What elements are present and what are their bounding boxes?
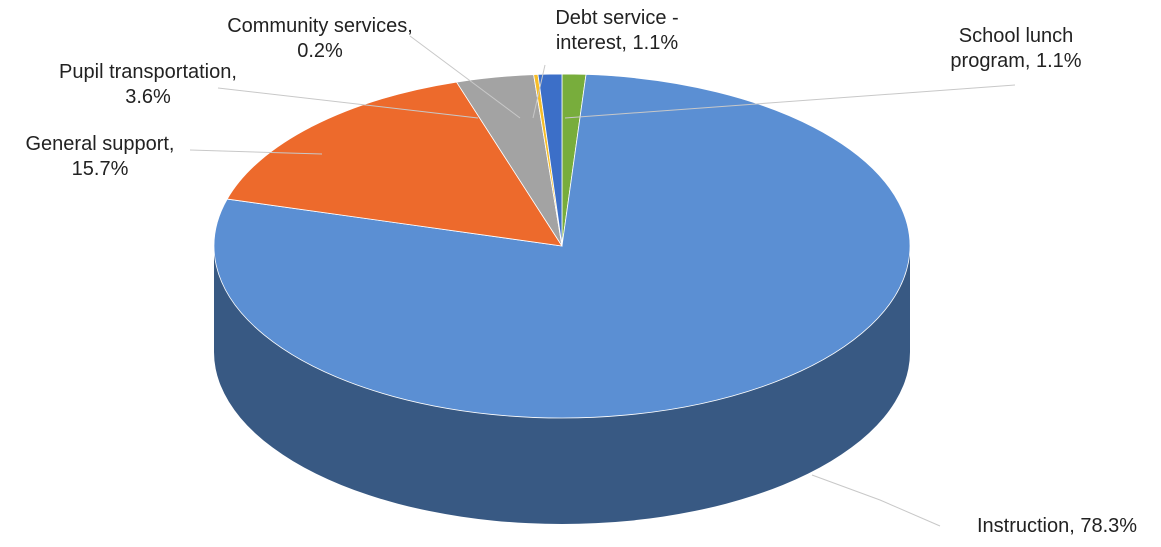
label-line: interest, 1.1%	[556, 32, 679, 54]
label-line: Community services,	[227, 15, 413, 37]
leader-line-school-lunch-program	[564, 84, 1016, 119]
label-debt-service-interest: Debt service - interest, 1.1%	[555, 7, 678, 54]
leader-line-instruction	[811, 474, 941, 527]
label-line: General support,	[26, 133, 175, 155]
label-line: Pupil transportation,	[59, 61, 237, 83]
slice-labels: School lunch program, 1.1% Instruction, 78…	[26, 7, 1138, 537]
pie-top-slices	[213, 73, 911, 419]
label-line: 15.7%	[72, 158, 129, 180]
label-line: 3.6%	[125, 86, 171, 108]
side-instruction	[214, 246, 910, 524]
label-line: Instruction, 78.3%	[977, 515, 1137, 537]
label-line: Debt service -	[555, 7, 678, 29]
label-instruction: Instruction, 78.3%	[977, 515, 1137, 537]
label-school-lunch-program: School lunch program, 1.1%	[950, 25, 1081, 72]
label-line: program, 1.1%	[950, 50, 1081, 72]
label-line: School lunch	[959, 25, 1074, 47]
slice-debt-service-interest	[537, 73, 563, 247]
leader-line-pupil-transportation	[217, 87, 479, 119]
label-pupil-transportation: Pupil transportation, 3.6%	[59, 61, 237, 108]
slice-general-support	[226, 81, 563, 247]
leader-line-community-services	[409, 35, 521, 119]
pie-side-walls	[214, 246, 910, 524]
label-community-services: Community services, 0.2%	[227, 15, 413, 62]
label-general-support: General support, 15.7%	[26, 133, 175, 180]
leader-line-debt-service-interest	[532, 64, 546, 119]
leader-line-general-support	[189, 149, 323, 155]
label-leader-lines	[189, 35, 1016, 527]
label-line: 0.2%	[297, 40, 343, 62]
